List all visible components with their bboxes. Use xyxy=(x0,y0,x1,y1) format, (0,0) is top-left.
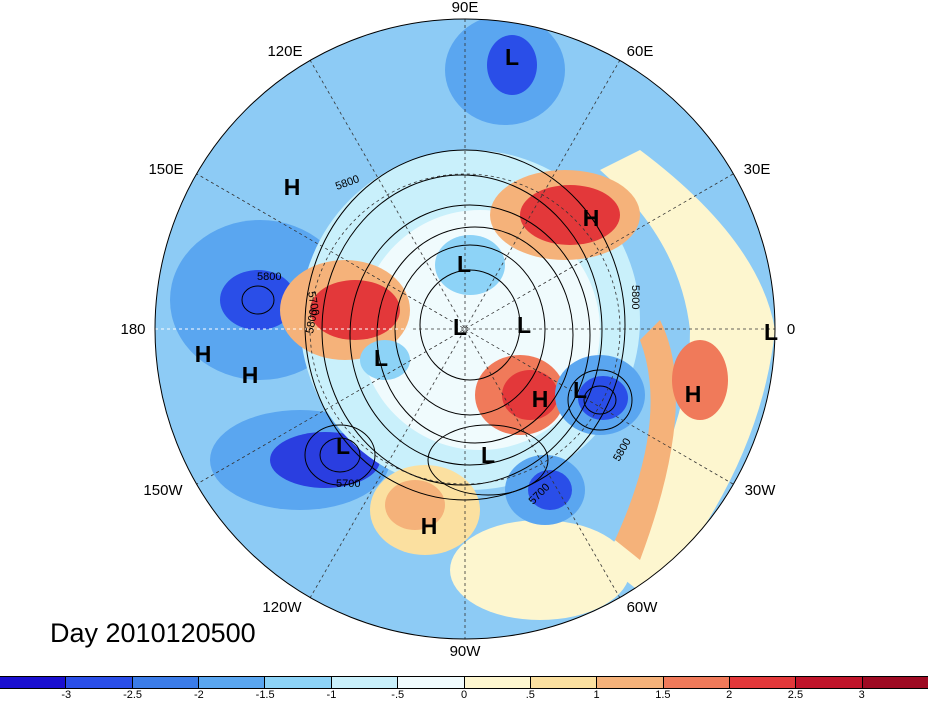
colorbar-tick-label: -.5 xyxy=(391,689,405,701)
colorbar-tick-label: -3 xyxy=(61,689,72,701)
low-marker: L xyxy=(336,433,350,459)
colorbar-tick-label: -2 xyxy=(193,689,204,701)
lon-label-90w: 90W xyxy=(450,643,482,660)
contour-label: 5800 xyxy=(304,308,320,334)
colorbar-tick-label: 1 xyxy=(593,689,600,701)
high-marker: H xyxy=(532,386,549,412)
contour-label: 5800 xyxy=(257,271,281,283)
colorbar-cell xyxy=(66,677,133,688)
colorbar-tick-label: 3 xyxy=(858,689,865,701)
colorbar-tick-label: -1.5 xyxy=(255,689,275,701)
contour-label: 5700 xyxy=(336,478,360,490)
lon-label-150e: 150E xyxy=(148,161,183,178)
low-marker: L xyxy=(573,377,587,403)
colorbar-cell xyxy=(0,677,67,688)
map-border xyxy=(154,18,776,640)
colorbar-cell xyxy=(796,677,863,688)
lon-label-180: 180 xyxy=(120,321,145,338)
high-marker: H xyxy=(284,174,301,200)
high-marker: H xyxy=(685,381,702,407)
low-marker: L xyxy=(764,319,778,345)
colorbar-cell xyxy=(597,677,664,688)
colorbar-cell xyxy=(663,677,730,688)
lon-label-30w: 30W xyxy=(745,482,777,499)
colorbar-cell xyxy=(331,677,399,688)
low-marker: L xyxy=(453,314,467,340)
colorbar-tick-label: -2.5 xyxy=(123,689,143,701)
colorbar-cell xyxy=(729,677,797,688)
colorbar-ticks: -3 -2.5 -2 -1.5 -1 -.5 0 .5 1 1.5 2 2.5 3 xyxy=(0,689,928,702)
high-marker: H xyxy=(421,513,438,539)
colorbar-cell xyxy=(464,677,531,688)
lon-label-150w: 150W xyxy=(143,482,183,499)
colorbar xyxy=(0,676,928,689)
high-marker: H xyxy=(583,205,600,231)
lon-label-30e: 30E xyxy=(744,161,771,178)
map-title: Day 2010120500 xyxy=(50,618,256,648)
lon-label-60w: 60W xyxy=(627,599,659,616)
lon-label-120e: 120E xyxy=(267,43,302,60)
low-marker: L xyxy=(457,251,471,277)
colorbar-tick-label: -1 xyxy=(326,689,337,701)
colorbar-tick-label: .5 xyxy=(525,689,535,701)
high-marker: H xyxy=(195,341,212,367)
colorbar-tick-label: 0 xyxy=(460,689,468,701)
lon-label-120w: 120W xyxy=(262,599,302,616)
colorbar-tick-label: 2.5 xyxy=(787,689,804,701)
pressure-centers: L H H L L L L H L H L H H L L H xyxy=(195,44,778,539)
low-marker: L xyxy=(517,312,531,338)
colorbar-cell xyxy=(862,677,928,688)
contour-label: 5700 xyxy=(305,290,321,316)
longitude-labels: 90E 60E 30E 0 30W 60W 90W 120W 150W 180 … xyxy=(120,0,795,660)
low-marker: L xyxy=(505,44,519,70)
colorbar-tick-label: 1.5 xyxy=(655,689,671,701)
low-marker: L xyxy=(481,442,495,468)
contour-label: 5800 xyxy=(629,285,641,309)
colorbar-cell xyxy=(199,677,266,688)
colorbar-tick-label: 2 xyxy=(726,689,733,701)
colorbar-cell xyxy=(530,677,598,688)
low-marker: L xyxy=(374,345,388,371)
graticule xyxy=(155,19,775,639)
lon-label-90e: 90E xyxy=(452,0,479,16)
lon-label-0: 0 xyxy=(787,321,795,338)
high-marker: H xyxy=(242,362,259,388)
colorbar-cell xyxy=(398,677,465,688)
colorbar-cell xyxy=(265,677,332,688)
colorbar-cell xyxy=(132,677,200,688)
lon-label-60e: 60E xyxy=(627,43,654,60)
